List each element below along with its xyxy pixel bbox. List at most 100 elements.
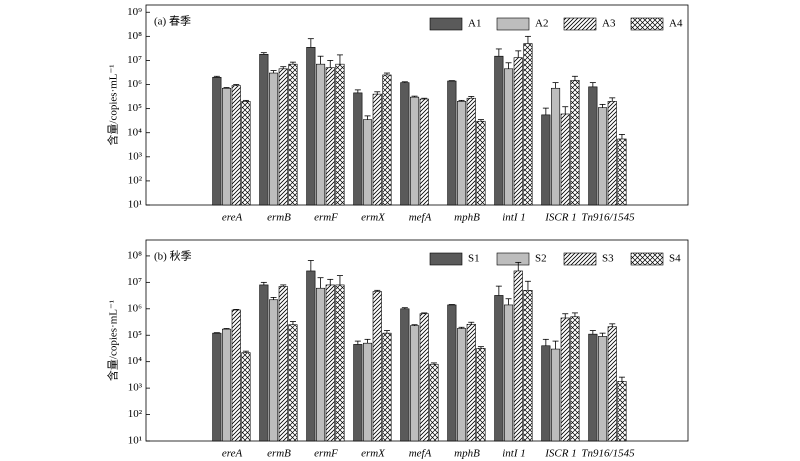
x-tick-label: ermX [361, 448, 386, 460]
y-tick-label: 10⁸ [127, 249, 142, 261]
bar [476, 348, 486, 442]
bar [353, 92, 363, 206]
bar [523, 290, 533, 442]
bar [597, 336, 608, 442]
y-tick-label: 10⁴ [127, 126, 142, 138]
legend-swatch [496, 252, 530, 266]
legend-swatch [630, 17, 664, 31]
legend-swatch [630, 252, 664, 266]
y-tick-label: 10⁹ [127, 6, 142, 18]
legend-swatch [563, 17, 597, 31]
legend-label: A1 [468, 18, 481, 30]
bar [382, 74, 392, 206]
legend-swatch [429, 17, 463, 31]
bar [409, 325, 420, 442]
bar [325, 284, 335, 442]
bar [447, 80, 457, 206]
bar [259, 53, 269, 206]
bar [400, 308, 410, 442]
bar [288, 324, 298, 442]
bar [429, 363, 439, 442]
bar [268, 299, 279, 442]
legend-label: S4 [669, 253, 681, 265]
x-tick-label: intI 1 [502, 212, 526, 224]
x-tick-label: Tn916/1545 [581, 212, 635, 224]
x-tick-label: mphB [454, 448, 480, 460]
bar [335, 284, 345, 442]
y-axis-label: 含量/copies·mL⁻¹ [106, 300, 120, 381]
legend-label: A4 [669, 18, 683, 30]
y-tick-label: 10⁷ [127, 54, 142, 66]
x-tick-label: intI 1 [502, 448, 526, 460]
bar [550, 87, 561, 206]
bar [315, 287, 326, 442]
bar [456, 328, 467, 442]
bar [541, 114, 551, 206]
bar [617, 381, 627, 442]
x-tick-label: mefA [409, 212, 432, 224]
bar [560, 113, 570, 206]
y-tick-label: 10⁵ [127, 329, 142, 341]
bar [325, 67, 335, 206]
bar [268, 72, 279, 206]
y-tick-label: 10³ [128, 382, 143, 394]
bar [607, 101, 617, 206]
bar [456, 101, 467, 206]
bar [222, 328, 232, 442]
bar [288, 63, 298, 206]
x-tick-label: ereA [222, 448, 243, 460]
y-tick-label: 10⁵ [127, 102, 142, 114]
bar [588, 86, 598, 206]
y-tick-label: 10⁷ [127, 276, 142, 288]
bar [241, 352, 251, 442]
bar [550, 348, 561, 442]
bar [513, 270, 523, 442]
y-tick-label: 10¹ [128, 199, 142, 211]
bar [212, 76, 222, 206]
bar [419, 98, 429, 206]
panel-title: (a) 春季 [154, 15, 191, 28]
legend-swatch [429, 252, 463, 266]
bar [494, 295, 504, 442]
bar [222, 87, 232, 206]
bar [560, 317, 570, 442]
bar [476, 120, 486, 206]
bar [597, 107, 608, 206]
y-tick-label: 10² [128, 408, 143, 420]
legend-label: A2 [535, 18, 548, 30]
y-tick-label: 10³ [128, 150, 143, 162]
x-tick-label: ereA [222, 212, 243, 224]
legend-swatch [563, 252, 597, 266]
bar [278, 68, 288, 206]
bar [466, 323, 476, 442]
bar [212, 332, 222, 442]
y-axis-label: 含量/copies·mL⁻¹ [106, 64, 120, 145]
x-tick-label: mphB [454, 212, 480, 224]
bar [382, 332, 392, 442]
x-tick-label: ermF [314, 448, 338, 460]
y-tick-label: 10² [128, 174, 143, 186]
bar [607, 326, 617, 442]
bar [513, 57, 523, 206]
bar [523, 43, 533, 206]
bar [503, 304, 514, 442]
x-tick-label: mefA [409, 448, 432, 460]
bar [353, 344, 363, 442]
bar [570, 316, 580, 442]
bar [419, 313, 429, 442]
bar [400, 82, 410, 206]
x-tick-label: ermB [267, 448, 291, 460]
bar [447, 304, 457, 442]
bar [315, 63, 326, 206]
bar [372, 291, 382, 442]
legend-swatch [496, 17, 530, 31]
panel-title: (b) 秋季 [154, 249, 192, 263]
bar [372, 93, 382, 206]
x-tick-label: ISCR 1 [544, 448, 576, 460]
bar [306, 47, 316, 206]
y-tick-label: 10⁶ [127, 302, 142, 314]
y-tick-label: 10⁶ [127, 78, 142, 90]
bar [231, 309, 241, 442]
legend-label: S3 [602, 253, 614, 265]
